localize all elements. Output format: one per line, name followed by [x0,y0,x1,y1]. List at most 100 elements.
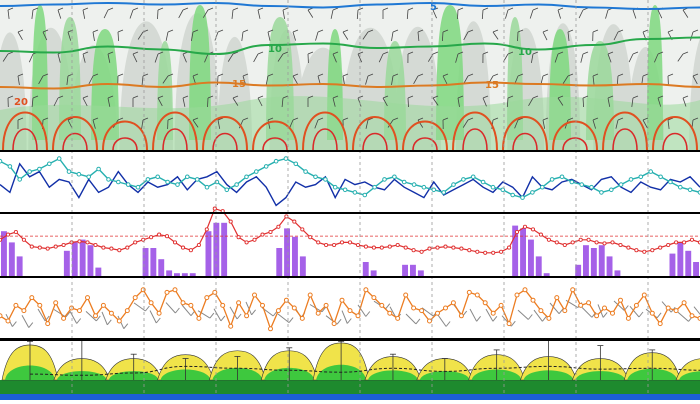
red-marker [197,243,200,246]
orange-marker [658,322,662,326]
teal-marker [511,193,515,197]
red-marker [6,233,9,236]
wind-panel-bg [0,278,700,338]
precip-bar [72,242,78,276]
teal-marker [48,162,52,166]
teal-marker [412,183,416,187]
red-marker [356,243,359,246]
red-marker [102,246,105,249]
precip-bar [300,256,306,276]
orange-marker [14,303,18,307]
orange-marker [62,316,66,320]
red-marker [205,228,208,231]
teal-marker [97,167,101,171]
orange-marker [674,309,678,313]
panel-divider [0,338,700,341]
red-marker [38,246,41,249]
teal-marker [264,165,268,169]
teal-marker [610,188,614,192]
orange-marker [316,311,320,315]
teal-marker [156,175,160,179]
teal-marker [649,170,653,174]
red-marker [134,241,137,244]
orange-marker [300,316,304,320]
teal-marker [18,178,22,182]
teal-marker [629,178,633,182]
red-marker [587,238,590,241]
orange-marker [125,309,129,313]
orange-marker [38,303,42,307]
orange-marker [292,306,296,310]
teal-marker [531,191,535,195]
red-marker [78,240,81,243]
teal-marker [166,180,170,184]
orange-marker [459,314,463,318]
precip-bar [583,245,589,276]
orange-marker [396,316,400,320]
red-marker [667,243,670,246]
orange-marker [30,296,34,300]
orange-marker [157,311,161,315]
red-marker [452,246,455,249]
precip-bar [9,242,15,276]
teal-marker [117,180,121,184]
red-marker [428,247,431,250]
precip-bar [284,228,290,276]
orange-marker [539,309,543,313]
orange-marker [173,288,177,292]
orange-marker [276,309,280,313]
precip-bar [599,245,605,276]
red-marker [110,247,113,250]
red-marker [508,246,511,249]
red-marker [30,245,33,248]
orange-marker [634,303,638,307]
red-marker [563,243,566,246]
orange-marker [587,301,591,305]
orange-marker [165,290,169,294]
teal-marker [107,178,111,182]
orange-marker [141,288,145,292]
red-marker [436,246,439,249]
wind-barb [218,76,219,85]
teal-marker [333,185,337,189]
orange-marker [348,309,352,313]
precip-bar [143,248,149,276]
precip-bar [677,242,683,276]
teal-marker [669,180,673,184]
red-marker [325,243,328,246]
panel-divider [0,212,700,214]
red-marker [659,246,662,249]
precip-bar [64,251,70,276]
teal-marker [195,178,199,182]
red-marker [165,235,168,238]
teal-marker [363,193,367,197]
red-marker [404,246,407,249]
red-marker [269,230,272,233]
orange-marker [690,314,694,318]
red-marker [317,241,320,244]
orange-marker [491,311,495,315]
wind-barb [518,32,519,41]
orange-marker [563,309,567,313]
red-marker [46,247,49,250]
mountain-panel [0,337,700,400]
wind-barb [458,10,459,19]
wind-barb [158,10,159,19]
contour-label: 20 [14,97,28,108]
teal-marker [136,185,140,189]
precip-bar [276,248,282,276]
precip-bar [418,270,424,276]
precip-bar [402,265,408,276]
bar-line-panel [0,207,700,276]
contour-label: 10 [268,44,282,55]
teal-marker [126,183,130,187]
orange-marker [579,303,583,307]
teal-marker [541,185,545,189]
red-marker [277,225,280,228]
teal-marker [432,188,436,192]
orange-marker [332,322,336,326]
teal-marker [560,175,564,179]
red-marker [285,215,288,218]
